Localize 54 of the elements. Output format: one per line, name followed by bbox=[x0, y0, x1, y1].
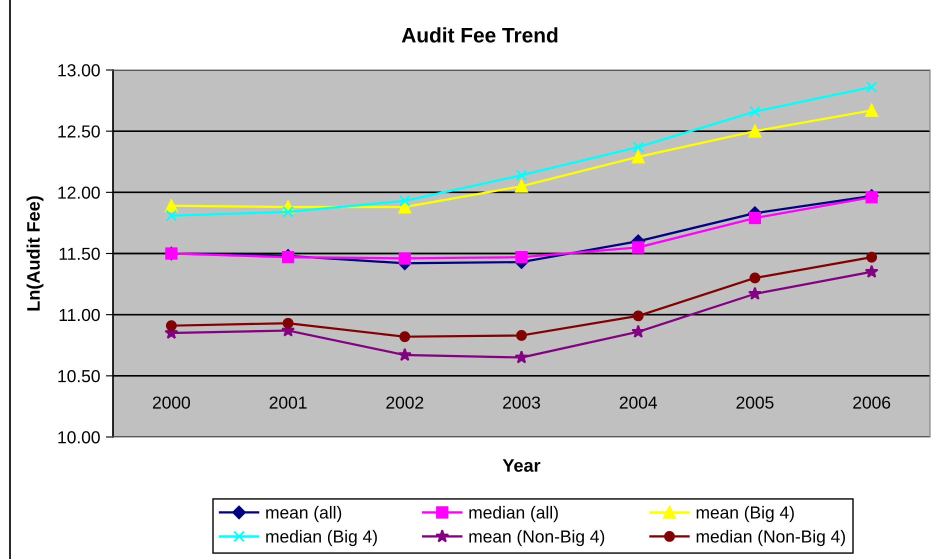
point bbox=[282, 206, 294, 218]
legend-label: median (all) bbox=[469, 506, 558, 522]
point bbox=[748, 286, 762, 300]
x-tick-label: 2000 bbox=[152, 396, 190, 409]
y-tick-label: 10.50 bbox=[58, 370, 100, 382]
point bbox=[398, 348, 412, 361]
point bbox=[748, 124, 762, 138]
legend-label: mean (all) bbox=[266, 506, 342, 522]
point bbox=[631, 324, 646, 338]
legend-label: median (Non-Big 4) bbox=[696, 530, 845, 546]
legend-label: mean (Big 4) bbox=[696, 506, 794, 522]
y-tick-label: 13.00 bbox=[58, 64, 100, 76]
point bbox=[632, 241, 644, 254]
x-axis-title: Year bbox=[502, 459, 540, 472]
legend-label: median (Big 4) bbox=[266, 530, 377, 546]
point bbox=[166, 320, 177, 332]
point bbox=[514, 350, 528, 364]
point bbox=[632, 310, 644, 322]
point bbox=[282, 251, 294, 264]
point bbox=[748, 212, 762, 224]
x-tick-label: 2006 bbox=[853, 396, 890, 409]
point bbox=[399, 331, 410, 342]
y-tick-label: 10.00 bbox=[58, 431, 100, 444]
x-tick-label: 2005 bbox=[736, 396, 774, 409]
y-tick-label: 11.00 bbox=[60, 308, 100, 322]
point bbox=[866, 252, 878, 263]
point bbox=[516, 169, 528, 181]
y-tick-label: 11.50 bbox=[60, 248, 100, 260]
point bbox=[515, 180, 528, 193]
legend-label: mean (Non-Big 4) bbox=[469, 530, 604, 546]
chart-title: Audit Fee Trend bbox=[402, 27, 558, 43]
x-tick-label: 2004 bbox=[620, 396, 658, 409]
point bbox=[166, 210, 178, 222]
y-axis-title: Ln(Audit Fee) bbox=[26, 196, 44, 310]
x-tick-label: 2001 bbox=[270, 396, 307, 409]
point bbox=[398, 200, 412, 214]
point bbox=[866, 191, 878, 204]
point bbox=[515, 251, 528, 264]
point bbox=[398, 252, 411, 265]
y-tick-label: 12.50 bbox=[58, 125, 100, 138]
point bbox=[282, 318, 294, 329]
x-tick-label: 2003 bbox=[503, 396, 540, 409]
point bbox=[750, 272, 760, 284]
point bbox=[866, 81, 878, 93]
point bbox=[399, 195, 411, 207]
point bbox=[164, 199, 178, 212]
point bbox=[864, 264, 878, 278]
point bbox=[865, 104, 878, 117]
y-tick-label: 12.00 bbox=[58, 186, 100, 199]
point bbox=[749, 106, 761, 118]
point bbox=[632, 150, 645, 164]
point bbox=[632, 141, 644, 153]
x-tick-label: 2002 bbox=[386, 396, 424, 409]
point bbox=[516, 330, 527, 341]
